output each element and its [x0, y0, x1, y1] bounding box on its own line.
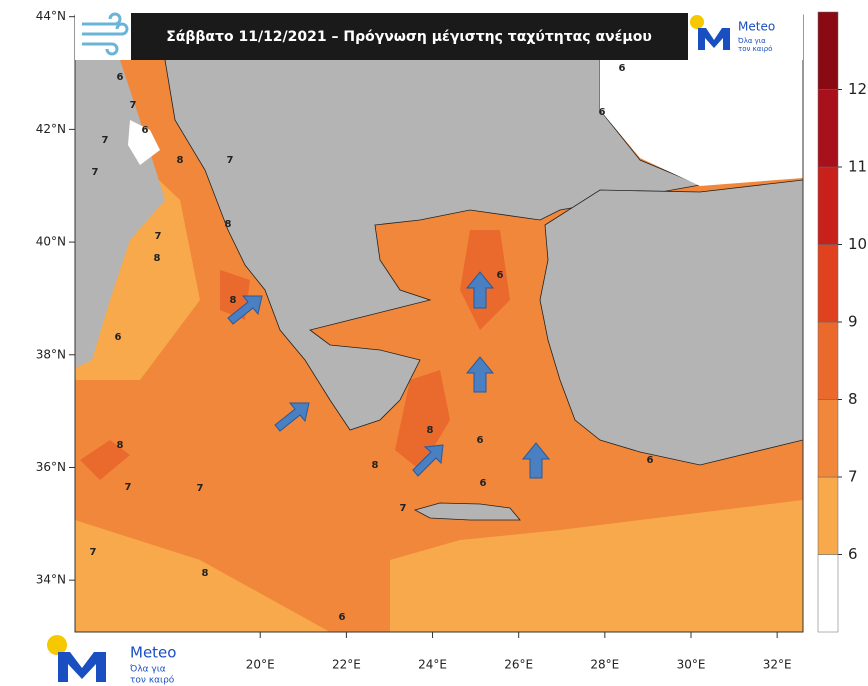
colorbar-label: 11	[848, 158, 867, 176]
land-crete	[413, 502, 521, 521]
contour-label: 6	[480, 478, 487, 489]
lat-tick-label: 36°N	[36, 460, 66, 474]
colorbar-segment	[817, 321, 839, 400]
contour-label: 8	[230, 295, 237, 306]
land-turkey	[539, 179, 803, 466]
logo-sun	[47, 635, 67, 655]
contour-label: 7	[155, 231, 162, 242]
lon-tick-label: 32°E	[763, 658, 792, 672]
logo-tagline: τον καιρό	[738, 45, 772, 53]
logo-tagline: Όλα για	[129, 664, 166, 675]
logo-tagline: τον καιρό	[130, 675, 175, 686]
contour-label: 6	[477, 435, 484, 446]
contour-labels: 6 7 6 7 7 8 7 8 8 6 7 8 7 7 7 8 8 8 8 6 6 6 6 6 6 7 6	[90, 63, 654, 623]
colorbar-segment	[817, 554, 839, 633]
contour-label: 7	[227, 155, 234, 166]
land-balkans	[164, 39, 702, 431]
contour-label: 7	[197, 483, 204, 494]
colorbar-label: 9	[848, 313, 858, 331]
map-area: 6 7 6 7 7 8 7 8 8 6 7 8 7 7 7 8 8 8 8 6 6 6 6 6 6 7 6	[75, 15, 803, 632]
lat-tick-label: 38°N	[36, 347, 66, 361]
contour-label: 6	[497, 270, 504, 281]
wind-arrow	[227, 295, 263, 325]
contour-label: 8	[154, 253, 161, 264]
contour-label: 7	[90, 547, 97, 558]
colorbar-segment	[817, 89, 839, 168]
colorbar-label: 8	[848, 390, 858, 408]
lat-tick-label: 40°N	[36, 235, 66, 249]
logo-tagline: Όλα για	[737, 37, 766, 45]
logo-name: Meteo	[738, 20, 775, 34]
contour-label: 7	[102, 135, 109, 146]
colorbar-segment	[817, 399, 839, 478]
lat-tick-label: 34°N	[36, 573, 66, 587]
contour-label: 8	[202, 568, 209, 579]
wind-icon-box	[75, 13, 131, 60]
logo-name: Meteo	[130, 644, 176, 662]
wind-arrow	[465, 271, 495, 309]
lon-tick-label: 24°E	[418, 658, 447, 672]
contour-label: 6	[339, 612, 346, 623]
contour-label: 7	[92, 167, 99, 178]
lon-tick-label: 28°E	[590, 658, 619, 672]
contour-label: 8	[117, 440, 124, 451]
black-sea	[600, 45, 803, 186]
colorbar-label: 6	[848, 545, 858, 563]
lat-tick-label: 44°N	[36, 9, 66, 23]
contour-label: 6	[142, 125, 149, 136]
contour-label: 7	[125, 482, 132, 493]
light-wind-area	[75, 500, 803, 632]
colorbar-segment	[817, 476, 839, 555]
colorbar-segment	[817, 244, 839, 323]
colorbar-label: 12	[848, 80, 867, 98]
title: Σάββατο 11/12/2021 – Πρόγνωση μέγιστης τ…	[166, 29, 652, 45]
contour-label: 6	[619, 63, 626, 74]
lat-tick-label: 42°N	[36, 122, 66, 136]
title-bar	[131, 13, 688, 60]
lon-tick-label: 20°E	[246, 658, 275, 672]
lon-tick-label: 30°E	[677, 658, 706, 672]
logo-m	[58, 652, 106, 682]
axes: 44°N 42°N 40°N 38°N 36°N 34°N 20°E 22°E 24°E 26°E…	[36, 9, 792, 671]
wind-arrows	[227, 271, 551, 479]
colorbar-label: 10	[848, 235, 867, 253]
lon-tick-label: 26°E	[504, 658, 533, 672]
lake	[128, 120, 160, 165]
wind-icon	[82, 12, 129, 56]
wind-arrow	[274, 402, 310, 432]
lon-tick-label: 22°E	[332, 658, 361, 672]
wind-arrow	[521, 442, 551, 479]
contour-label: 6	[117, 72, 124, 83]
wind-arrow	[465, 356, 495, 393]
contour-label: 6	[599, 107, 606, 118]
logo-sun	[690, 15, 704, 29]
contour-label: 7	[130, 100, 137, 111]
contour-label: 8	[225, 219, 232, 230]
logo-m	[698, 28, 730, 50]
contour-label: 7	[400, 503, 407, 514]
colorbar-label: 7	[848, 468, 858, 486]
contour-label: 8	[427, 425, 434, 436]
colorbar-segment	[817, 11, 839, 90]
strong-wind-area	[80, 230, 510, 480]
contour-label: 6	[647, 455, 654, 466]
colorbar-segment	[817, 166, 839, 245]
contour-label: 8	[372, 460, 379, 471]
colorbar: 6 7 8 9 10 11 12	[817, 11, 867, 633]
wind-arrow	[412, 444, 444, 477]
contour-label: 6	[115, 332, 122, 343]
contour-label: 8	[177, 155, 184, 166]
